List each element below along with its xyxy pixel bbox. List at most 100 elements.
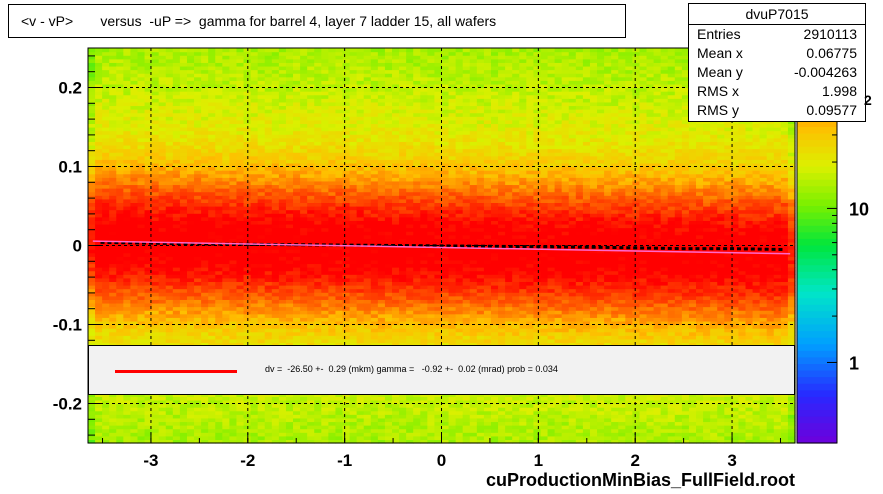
heatmap-cell bbox=[201, 417, 209, 423]
heatmap-cell bbox=[95, 119, 103, 125]
heatmap-cell bbox=[293, 69, 301, 74]
heatmap-cell bbox=[208, 55, 216, 60]
heatmap-cell bbox=[88, 281, 96, 286]
heatmap-cell bbox=[293, 313, 301, 318]
heatmap-cell bbox=[243, 259, 252, 265]
heatmap-cell bbox=[208, 119, 216, 125]
heatmap-cell bbox=[179, 123, 188, 128]
heatmap-cell bbox=[229, 198, 238, 204]
heatmap-cell bbox=[392, 396, 400, 401]
heatmap-cell bbox=[194, 130, 202, 135]
heatmap-cell bbox=[363, 320, 372, 326]
heatmap-cell bbox=[307, 277, 315, 283]
heatmap-cell bbox=[151, 310, 160, 315]
heatmap-cell bbox=[130, 277, 139, 283]
heatmap-cell bbox=[271, 51, 280, 56]
heatmap-cell bbox=[349, 73, 358, 78]
heatmap-cell bbox=[102, 191, 110, 196]
heatmap-cell bbox=[271, 425, 280, 430]
heatmap-cell bbox=[236, 263, 245, 268]
heatmap-cell bbox=[172, 227, 181, 232]
heatmap-cell bbox=[172, 62, 181, 67]
heatmap-cell bbox=[186, 299, 195, 304]
heatmap-cell bbox=[278, 65, 287, 71]
heatmap-cell bbox=[123, 245, 132, 250]
heatmap-cell bbox=[370, 259, 379, 265]
heatmap-cell bbox=[392, 127, 400, 132]
heatmap-cell bbox=[349, 256, 358, 261]
heatmap-cell bbox=[137, 144, 146, 150]
heatmap-cell bbox=[349, 112, 358, 117]
heatmap-cell bbox=[88, 421, 96, 426]
heatmap-cell bbox=[356, 177, 365, 182]
heatmap-cell bbox=[144, 130, 153, 135]
heatmap-cell bbox=[194, 220, 202, 225]
heatmap-cell bbox=[208, 188, 216, 193]
heatmap-cell bbox=[321, 342, 329, 347]
heatmap-cell bbox=[370, 306, 379, 311]
heatmap-cell bbox=[392, 317, 400, 322]
heatmap-cell bbox=[406, 313, 414, 318]
heatmap-cell bbox=[222, 399, 230, 405]
heatmap-cell bbox=[384, 152, 393, 157]
heatmap-cell bbox=[179, 299, 188, 304]
heatmap-cell bbox=[137, 403, 146, 408]
heatmap-cell bbox=[342, 324, 351, 329]
heatmap-cell bbox=[137, 281, 146, 286]
heatmap-cell bbox=[257, 342, 266, 347]
heatmap-cell bbox=[179, 295, 188, 300]
heatmap-cell bbox=[102, 101, 110, 107]
heatmap-cell bbox=[88, 83, 96, 89]
heatmap-cell bbox=[102, 220, 110, 225]
heatmap-cell bbox=[342, 80, 351, 85]
heatmap-cell bbox=[264, 335, 273, 340]
heatmap-cell bbox=[356, 403, 365, 408]
heatmap-cell bbox=[377, 263, 386, 268]
heatmap-cell bbox=[95, 177, 103, 182]
heatmap-cell bbox=[307, 227, 315, 232]
heatmap-cell bbox=[285, 396, 294, 401]
heatmap-cell bbox=[194, 69, 202, 74]
heatmap-cell bbox=[201, 109, 209, 114]
heatmap-cell bbox=[88, 403, 96, 408]
heatmap-cell bbox=[123, 73, 132, 78]
heatmap-cell bbox=[236, 173, 245, 178]
heatmap-cell bbox=[328, 263, 337, 268]
heatmap-cell bbox=[222, 65, 230, 71]
heatmap-cell bbox=[293, 166, 301, 171]
heatmap-cell bbox=[392, 87, 400, 92]
heatmap-cell bbox=[285, 188, 294, 193]
heatmap-cell bbox=[271, 320, 280, 326]
heatmap-cell bbox=[356, 320, 365, 326]
heatmap-cell bbox=[102, 105, 110, 110]
heatmap-cell bbox=[356, 112, 365, 117]
heatmap-cell bbox=[293, 414, 301, 419]
heatmap-cell bbox=[236, 162, 245, 168]
heatmap-cell bbox=[222, 101, 230, 107]
heatmap-cell bbox=[250, 127, 259, 132]
heatmap-cell bbox=[335, 119, 344, 125]
heatmap-cell bbox=[370, 302, 379, 308]
heatmap-cell bbox=[328, 439, 337, 444]
heatmap-cell bbox=[130, 267, 139, 272]
heatmap-cell bbox=[137, 191, 146, 196]
heatmap-cell bbox=[137, 116, 146, 121]
heatmap-cell bbox=[314, 335, 322, 340]
heatmap-cell bbox=[342, 302, 351, 308]
heatmap-cell bbox=[342, 51, 351, 56]
heatmap-cell bbox=[165, 267, 174, 272]
heatmap-cell bbox=[137, 292, 146, 297]
heatmap-cell bbox=[222, 184, 230, 189]
heatmap-cell bbox=[363, 127, 372, 132]
heatmap-cell bbox=[384, 162, 393, 168]
heatmap-cell bbox=[144, 306, 153, 311]
heatmap-cell bbox=[151, 137, 160, 142]
heatmap-cell bbox=[293, 94, 301, 99]
heatmap-cell bbox=[349, 116, 358, 121]
heatmap-cell bbox=[88, 249, 96, 254]
heatmap-cell bbox=[377, 48, 386, 53]
heatmap-cell bbox=[130, 407, 139, 412]
heatmap-cell bbox=[314, 170, 322, 175]
heatmap-cell bbox=[356, 249, 365, 254]
heatmap-cell bbox=[215, 407, 223, 412]
